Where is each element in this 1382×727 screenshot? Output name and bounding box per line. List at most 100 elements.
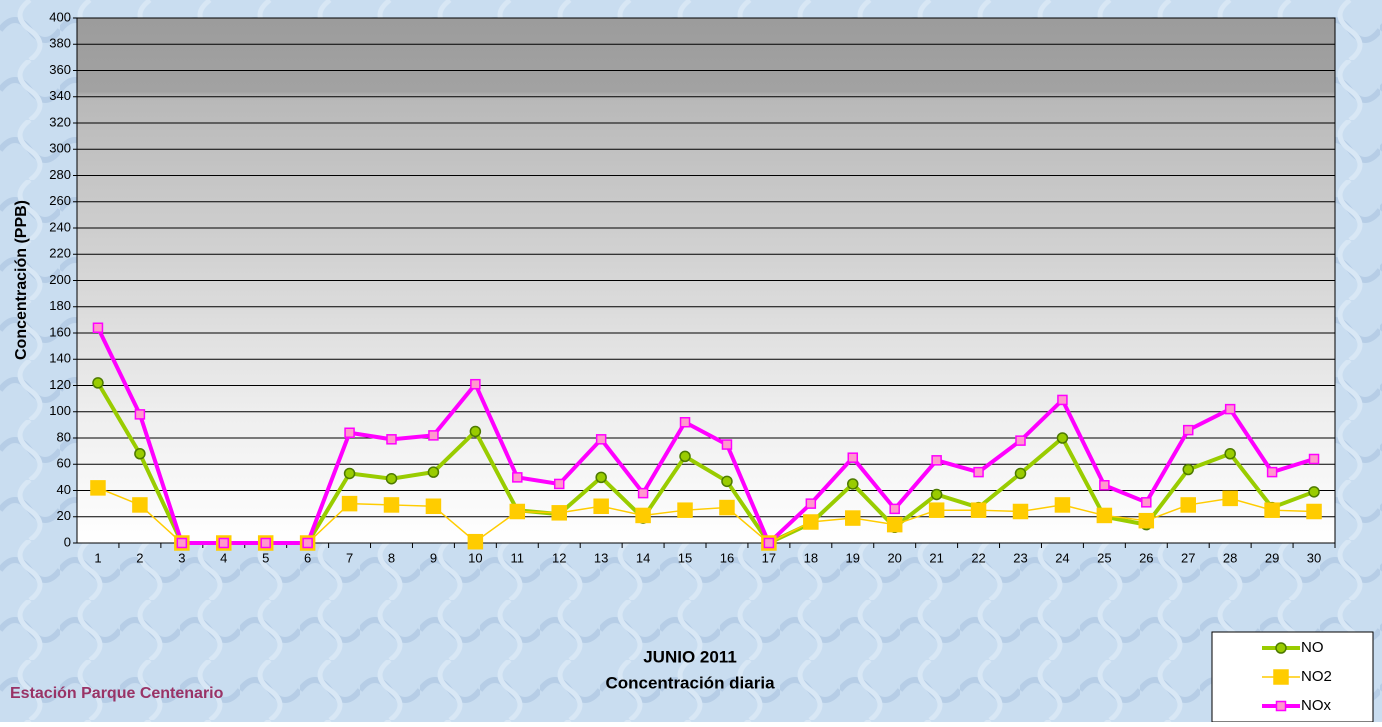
marker	[1222, 490, 1238, 507]
y-tick-label: 160	[49, 324, 71, 339]
x-tick-label: 10	[468, 550, 482, 565]
y-tick-label: 140	[49, 351, 71, 366]
station-annotation: Estación Parque Centenario	[10, 685, 224, 702]
chart-subtitle: Concentración diaria	[605, 673, 775, 692]
y-tick-label: 60	[57, 456, 71, 471]
x-tick-label: 25	[1097, 550, 1111, 565]
marker	[763, 537, 775, 549]
marker	[1015, 435, 1026, 446]
x-tick-label: 23	[1013, 550, 1027, 565]
marker	[134, 409, 146, 420]
y-tick-label: 200	[49, 272, 71, 287]
legend-label: NO	[1301, 639, 1324, 656]
x-tick-label: 4	[220, 550, 227, 565]
x-tick-label: 29	[1265, 550, 1279, 565]
y-tick-label: 260	[49, 193, 71, 208]
y-tick-label: 360	[49, 62, 71, 77]
x-tick-label: 16	[720, 550, 734, 565]
marker	[719, 499, 735, 516]
marker	[553, 478, 565, 490]
x-tick-label: 27	[1181, 550, 1195, 565]
marker	[218, 537, 230, 549]
marker	[970, 502, 987, 518]
x-tick-label: 8	[388, 550, 395, 565]
x-tick-label: 26	[1139, 550, 1153, 565]
x-tick-label: 2	[136, 550, 143, 565]
x-tick-label: 30	[1307, 550, 1321, 565]
y-tick-label: 220	[49, 246, 71, 261]
marker	[595, 434, 607, 445]
marker	[425, 498, 442, 514]
marker	[845, 510, 861, 526]
x-tick-label: 9	[430, 550, 437, 565]
marker	[1099, 480, 1110, 491]
marker	[1264, 502, 1280, 518]
marker	[679, 450, 691, 463]
marker	[931, 455, 942, 466]
marker	[593, 498, 609, 514]
x-tick-label: 20	[887, 550, 901, 565]
marker	[1266, 466, 1278, 478]
marker	[1054, 497, 1071, 513]
legend-marker	[1275, 700, 1287, 712]
marker	[635, 507, 651, 524]
marker	[176, 537, 188, 549]
legend-label: NO2	[1301, 668, 1332, 685]
marker	[1014, 467, 1027, 480]
marker	[721, 475, 733, 488]
y-tick-label: 380	[49, 36, 71, 51]
marker	[343, 467, 356, 480]
marker	[92, 322, 104, 333]
marker	[679, 417, 691, 428]
marker	[1182, 424, 1194, 436]
marker	[886, 516, 903, 533]
y-tick-label: 280	[49, 167, 71, 182]
marker	[427, 466, 440, 478]
marker	[386, 434, 397, 445]
legend-marker	[1275, 642, 1287, 654]
x-tick-label: 12	[552, 550, 566, 565]
y-tick-label: 0	[64, 534, 71, 549]
x-tick-label: 1	[94, 550, 101, 565]
y-tick-label: 120	[49, 377, 71, 392]
marker	[512, 472, 523, 483]
marker	[90, 480, 106, 496]
marker	[467, 533, 484, 550]
y-tick-label: 20	[57, 508, 71, 523]
marker	[470, 378, 481, 390]
y-tick-label: 400	[49, 9, 71, 24]
marker	[928, 502, 945, 518]
marker	[677, 502, 693, 518]
marker	[637, 487, 649, 499]
x-tick-label: 6	[304, 550, 311, 565]
y-tick-label: 80	[57, 429, 71, 444]
x-tick-label: 19	[846, 550, 860, 565]
x-tick-label: 14	[636, 550, 650, 565]
y-tick-label: 300	[49, 141, 71, 156]
marker	[847, 452, 859, 463]
marker	[1057, 394, 1068, 406]
legend-marker	[1273, 669, 1289, 685]
marker	[1141, 497, 1152, 508]
marker	[134, 448, 146, 460]
marker	[341, 495, 358, 512]
legend-label: NOx	[1301, 697, 1332, 714]
x-tick-label: 3	[178, 550, 185, 565]
marker	[595, 471, 607, 484]
marker	[1180, 497, 1196, 513]
marker	[803, 514, 819, 530]
y-tick-label: 40	[57, 482, 71, 497]
x-tick-label: 15	[678, 550, 692, 565]
marker	[509, 503, 526, 520]
marker	[973, 466, 984, 478]
x-tick-label: 11	[511, 550, 525, 565]
chart-title: JUNIO 2011	[643, 647, 737, 666]
marker	[889, 503, 900, 515]
x-tick-label: 7	[346, 550, 353, 565]
marker	[1096, 507, 1113, 524]
x-tick-label: 28	[1223, 550, 1237, 565]
marker	[383, 497, 400, 513]
y-axis-label: Concentración (PPB)	[13, 200, 30, 360]
marker	[469, 425, 482, 438]
